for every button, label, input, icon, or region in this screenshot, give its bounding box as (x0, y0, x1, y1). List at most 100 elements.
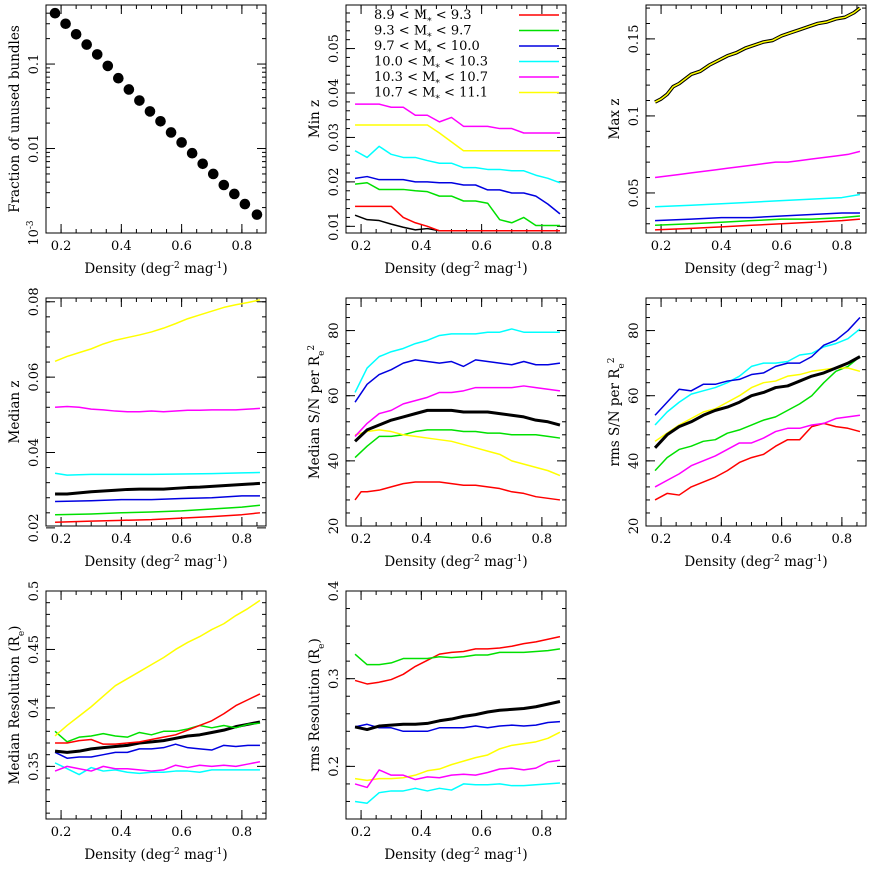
data-point (207, 168, 219, 180)
data-point (60, 18, 71, 30)
series-line (54, 471, 260, 476)
data-point (197, 158, 209, 170)
y-tick-label: 0.04 (27, 438, 42, 467)
y-tick-label: 0.15 (627, 24, 642, 53)
series-line (354, 648, 561, 666)
x-tick-label: 0.2 (351, 825, 372, 840)
y-axis-label: Min z (307, 100, 323, 138)
series-line (355, 103, 560, 134)
y-tick-label: 0.4 (327, 581, 342, 602)
legend-label: 9.3 < M* < 9.7 (374, 24, 472, 43)
series-line (54, 722, 261, 743)
legend-label: 10.7 < M* < 11.1 (374, 86, 488, 105)
data-point (144, 106, 156, 117)
x-tick-label: 0.2 (351, 532, 372, 547)
x-tick-label: 0.6 (171, 825, 192, 840)
y-tick-label: 80 (627, 322, 642, 339)
series-line (355, 205, 560, 232)
y-tick-label: 0.2 (327, 756, 342, 777)
y-axis-label: rms Resolution (Re) (307, 638, 327, 772)
series-line (354, 385, 561, 437)
y-tick-label: 20 (627, 518, 642, 535)
y-tick-label: 0.45 (27, 635, 42, 664)
x-tick-label: 0.2 (651, 532, 672, 547)
x-tick-label: 0.8 (532, 532, 553, 547)
y-axis-label: Median z (7, 381, 23, 444)
data-point (239, 198, 251, 210)
legend-label: 10.0 < M* < 10.3 (374, 55, 488, 74)
data-point (218, 179, 230, 191)
x-tick-label: 0.8 (532, 239, 553, 254)
x-tick-label: 0.4 (111, 239, 132, 254)
legend-label: 9.7 < M* < 10.0 (374, 39, 480, 58)
series-line (55, 495, 260, 503)
x-tick-label: 0.4 (411, 532, 432, 547)
series-line (655, 212, 860, 222)
plot-frame (345, 590, 567, 820)
series-line (654, 328, 861, 426)
data-point (176, 137, 187, 148)
y-tick-label: 40 (627, 453, 642, 470)
data-point (81, 39, 92, 50)
y-axis-label: rms S/N per Re2 (607, 358, 627, 467)
x-tick-label: 0.6 (471, 532, 492, 547)
x-axis-label: Density (deg-2 mag-1) (384, 261, 527, 277)
series-line (55, 481, 261, 496)
panel-2: 0.2 0.4 0.6 0.8 0.01 0.02 0.03 0.04 0.05 Density … (307, 4, 567, 277)
series-line (654, 150, 861, 179)
series-line (55, 512, 261, 523)
y-tick-label: 0.04 (327, 79, 342, 108)
plot-frame (345, 4, 567, 234)
x-axis-label: Density (deg-2 mag-1) (684, 261, 827, 277)
series-group (654, 6, 862, 231)
series-line (54, 299, 261, 363)
x-tick-label: 0.8 (232, 239, 253, 254)
series-line (654, 356, 861, 472)
legend-label: 10.3 < M* < 10.7 (374, 70, 488, 89)
data-point (229, 188, 240, 200)
series-line (654, 422, 861, 501)
series-line (354, 700, 561, 732)
panel-8: 0.2 0.4 0.6 0.8 0.2 0.3 0.4 Density (deg-2 mag-… (307, 581, 567, 863)
x-tick-label: 0.6 (471, 239, 492, 254)
panel-4: 0.2 0.4 0.6 0.8 0.02 0.04 0.06 0.08 Density (deg… (7, 287, 267, 570)
x-axis-label: Density (deg-2 mag-1) (84, 261, 227, 277)
x-tick-label: 0.8 (232, 825, 253, 840)
y-tick-label: 0.4 (27, 698, 42, 719)
x-tick-label: 0.4 (411, 239, 432, 254)
data-point (91, 49, 103, 60)
series-line (54, 762, 260, 776)
series-line (55, 693, 261, 745)
y-tick-label: 0.35 (27, 752, 42, 781)
x-tick-label: 0.2 (51, 239, 72, 254)
series-group (54, 299, 261, 523)
series-group (653, 317, 861, 501)
legend-label: 8.9 < M* < 9.3 (374, 8, 472, 27)
y-tick-label: 0.05 (627, 178, 642, 207)
series-line (654, 7, 861, 103)
data-point (186, 147, 198, 159)
x-tick-label: 0.8 (832, 532, 853, 547)
series-line (655, 215, 861, 227)
x-tick-label: 0.4 (411, 825, 432, 840)
legend: 8.9 < M* < 9.39.3 < M* < 9.79.7 < M* < 1… (374, 8, 559, 105)
x-tick-label: 0.6 (771, 239, 792, 254)
y-tick-label: 0.01 (27, 134, 42, 163)
series-line (354, 359, 561, 403)
series-line (354, 782, 561, 804)
series-line (655, 218, 861, 231)
plot-frame (45, 590, 267, 820)
y-tick-label: 0.02 (27, 513, 42, 542)
y-tick-label: 80 (327, 322, 342, 339)
y-tick-label: 0.06 (27, 363, 42, 392)
series-line (54, 599, 261, 737)
panel-1: 0.2 0.4 0.6 0.8 10-3 0.01 0.1 Density (deg-2 ma… (7, 4, 267, 277)
series-group (54, 599, 261, 776)
series-line (54, 743, 260, 759)
y-tick-label: 0.1 (27, 54, 42, 75)
panel-5: 0.2 0.4 0.6 0.8 20 40 60 80 Density (deg-2 mag-1… (307, 297, 567, 570)
series-line (354, 720, 561, 733)
y-tick-label: 20 (327, 518, 342, 535)
series-line (654, 317, 861, 416)
